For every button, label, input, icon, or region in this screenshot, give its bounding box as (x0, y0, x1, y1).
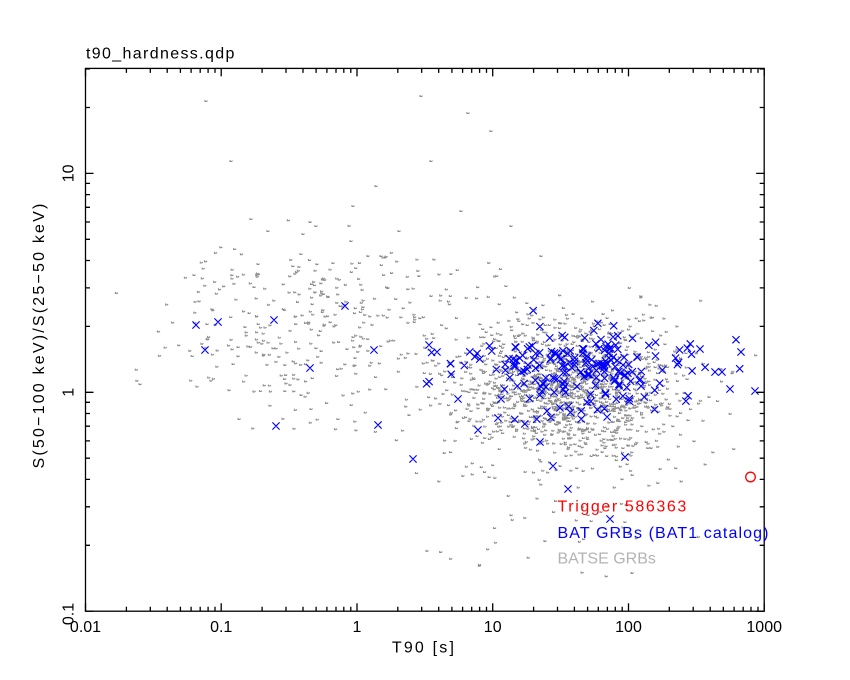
svg-text:0.1: 0.1 (210, 619, 232, 636)
svg-text:100: 100 (615, 619, 642, 636)
svg-text:1: 1 (61, 388, 78, 397)
svg-text:1: 1 (353, 619, 362, 636)
svg-text:Trigger 586363: Trigger 586363 (558, 499, 688, 516)
svg-text:T90 [s]: T90 [s] (392, 640, 456, 657)
svg-text:10: 10 (484, 619, 502, 636)
svg-text:S(50−100 keV)/S(25−50 keV): S(50−100 keV)/S(25−50 keV) (31, 201, 48, 468)
svg-text:0.1: 0.1 (61, 603, 78, 625)
svg-text:10: 10 (61, 164, 78, 182)
svg-text:BAT GRBs (BAT1 catalog): BAT GRBs (BAT1 catalog) (558, 525, 770, 542)
svg-text:BATSE GRBs: BATSE GRBs (558, 551, 656, 568)
svg-text:1000: 1000 (746, 619, 782, 636)
svg-text:0.01: 0.01 (70, 619, 101, 636)
svg-text:t90_hardness.qdp: t90_hardness.qdp (86, 46, 236, 63)
